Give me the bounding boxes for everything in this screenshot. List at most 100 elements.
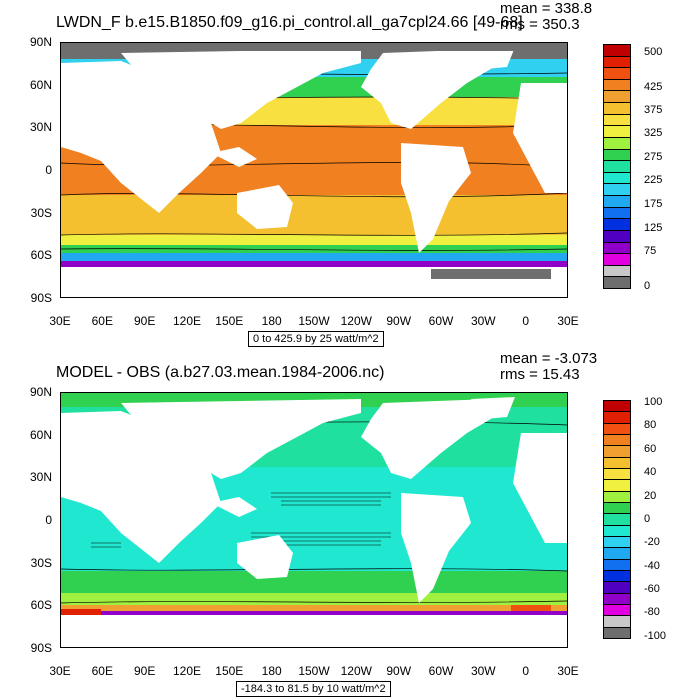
lon-label: 120E <box>172 664 202 678</box>
arctic-ice <box>61 43 567 51</box>
lon-label: 150E <box>215 314 244 328</box>
colorbar-label: 225 <box>644 174 663 186</box>
contour-range: -184.3 to 81.5 by 10 watt/m^2 <box>236 681 391 697</box>
land-greenland <box>471 397 515 419</box>
land-south-america <box>401 493 471 603</box>
lat-label: 60N <box>29 427 52 442</box>
contour-range: 0 to 425.9 by 25 watt/m^2 <box>248 331 384 347</box>
land-maritime <box>211 147 257 167</box>
lon-label: 30E <box>49 664 71 678</box>
lat-label: 0 <box>45 163 52 177</box>
land-south-america <box>401 143 471 253</box>
colorbar-label: -80 <box>644 606 660 618</box>
colorbar-label: 20 <box>644 490 657 502</box>
lat-label: 30S <box>30 555 52 570</box>
land-greenland <box>471 47 515 69</box>
lon-label: 90E <box>134 314 156 328</box>
land-north-america <box>361 399 501 479</box>
lon-label: 120W <box>340 664 372 678</box>
colorbar-label: 0 <box>644 513 651 525</box>
map-lwdn <box>60 42 568 298</box>
lon-label: 30E <box>557 664 579 678</box>
map-model-minus-obs <box>60 392 568 648</box>
lat-label: 60S <box>30 598 52 613</box>
colorbar-label: 125 <box>644 222 663 234</box>
mean-value: mean = -3.073 <box>500 350 598 367</box>
colorbar-swatch <box>603 626 631 639</box>
band-south-cyan <box>61 253 567 261</box>
lon-label: 90W <box>386 664 412 678</box>
land <box>61 47 567 253</box>
lon-label: 90E <box>134 664 156 678</box>
land-asia <box>121 49 361 129</box>
land-africa-right <box>513 83 567 193</box>
antarctic-anomaly <box>61 609 101 615</box>
lon-label: 150E <box>215 664 244 678</box>
colorbar-label: 60 <box>644 443 657 455</box>
colorbar-label: 0 <box>644 280 651 292</box>
lon-label: 150W <box>298 314 330 328</box>
colorbar-label: 80 <box>644 419 657 431</box>
lon-label: 60W <box>428 664 454 678</box>
lat-label: 30N <box>29 470 52 485</box>
panel-lwdn: LWDN_F b.e15.B1850.f09_g16.pi_control.al… <box>29 0 663 347</box>
land-maritime <box>211 497 257 517</box>
land-asia <box>121 399 361 479</box>
colorbar-label: 500 <box>644 46 663 58</box>
land-australia <box>237 535 293 579</box>
colorbar-label: 75 <box>644 245 657 257</box>
panel-title: MODEL - OBS (a.b27.03.mean.1984-2006.nc) <box>56 364 385 381</box>
band-south-warm <box>61 195 567 235</box>
colorbar-label: -100 <box>644 630 667 642</box>
lon-label: 0 <box>522 314 530 328</box>
lat-label: 90N <box>29 35 52 49</box>
lon-label: 180 <box>261 314 282 328</box>
colorbar <box>603 44 631 289</box>
lat-label: 90S <box>30 641 52 655</box>
lon-label: 90W <box>386 314 412 328</box>
lon-label: 30W <box>470 314 496 328</box>
colorbar-label: 100 <box>644 396 663 408</box>
lat-label: 90N <box>29 385 52 399</box>
colorbar-label: 425 <box>644 81 663 93</box>
colorbar-label: 325 <box>644 127 663 139</box>
lon-label: 0 <box>522 664 530 678</box>
band-south-green <box>61 245 567 253</box>
band-south-cool <box>61 235 567 245</box>
lon-label: 60W <box>428 314 454 328</box>
colorbar-label: 175 <box>644 198 663 210</box>
antarctic-anomaly <box>511 605 551 611</box>
lon-label: 60E <box>91 664 113 678</box>
land-africa-right <box>513 433 567 543</box>
mean-value: mean = 338.8 <box>500 0 593 17</box>
band-south-green <box>61 571 567 595</box>
colorbar-label: -40 <box>644 560 660 572</box>
band-south-purple <box>61 261 567 267</box>
lat-label: 30N <box>29 120 52 135</box>
land-australia <box>237 185 293 229</box>
rms-value: rms = 350.3 <box>500 16 580 33</box>
colorbar-label: 375 <box>644 104 663 116</box>
lat-label: 60N <box>29 77 52 92</box>
antarctic-ice-gray <box>431 269 551 279</box>
lon-label: 180 <box>261 664 282 678</box>
colorbar <box>603 400 631 639</box>
lat-label: 90S <box>30 291 52 305</box>
rms-value: rms = 15.43 <box>500 366 580 383</box>
lat-label: 30S <box>30 205 52 220</box>
colorbar-label: -60 <box>644 583 660 595</box>
band-south-orange <box>61 605 567 611</box>
panel-title: LWDN_F b.e15.B1850.f09_g16.pi_control.al… <box>56 14 523 31</box>
lon-label: 30E <box>557 314 579 328</box>
lat-label: 0 <box>45 513 52 527</box>
colorbar-swatch <box>603 276 631 289</box>
band-antarctic <box>61 615 567 647</box>
land-north-america <box>361 49 501 129</box>
colorbar-label: -20 <box>644 536 660 548</box>
lon-label: 150W <box>298 664 330 678</box>
colorbar-label: 275 <box>644 151 663 163</box>
lat-label: 60S <box>30 248 52 263</box>
band-south-purple <box>61 611 567 615</box>
lon-label: 60E <box>91 314 113 328</box>
lon-label: 30E <box>49 314 71 328</box>
